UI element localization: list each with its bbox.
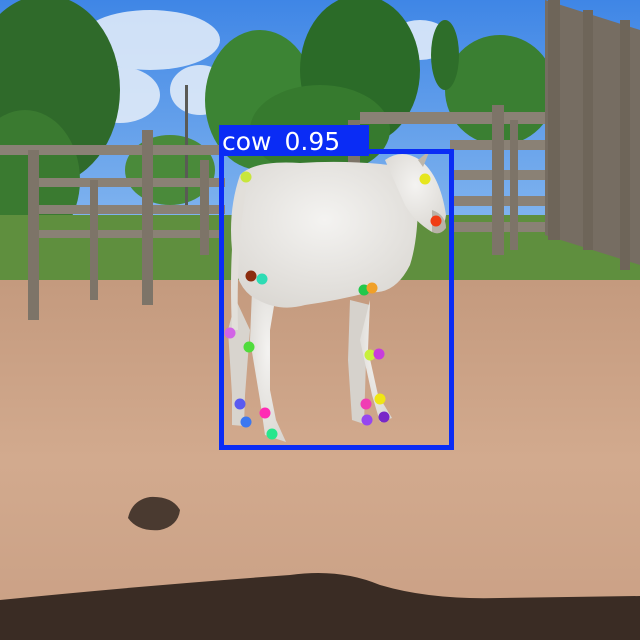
keypoints <box>224 171 442 440</box>
keypoint-horn-tip-right <box>419 173 431 185</box>
keypoint-rear-fetlock-right <box>259 407 271 419</box>
keypoint-hip-left <box>245 270 257 282</box>
keypoint-rear-hoof-right <box>266 428 278 440</box>
keypoint-shoulder-right <box>366 282 378 294</box>
keypoint-front-hoof-left <box>361 414 373 426</box>
dung-pile <box>128 496 180 531</box>
keypoint-horn-tip-left <box>240 171 252 183</box>
label-background <box>219 125 369 156</box>
class-name: cow <box>222 127 272 156</box>
cow-rear-leg-right <box>250 290 286 442</box>
cow-front-leg-right <box>360 300 392 422</box>
keypoint-front-fetlock-left <box>360 398 372 410</box>
ground-shadow <box>0 572 640 640</box>
cow-tail <box>231 185 246 330</box>
keypoint-front-fetlock-right <box>374 393 386 405</box>
keypoint-knee-right <box>373 348 385 360</box>
wooden-fence-left <box>0 130 230 320</box>
keypoint-front-hoof-right <box>378 411 390 423</box>
cow-body <box>231 161 418 308</box>
cow-horn <box>418 150 430 167</box>
keypoint-nose <box>430 215 442 227</box>
detection-0: cow 0.95 <box>219 125 454 450</box>
keypoint-stifle-left <box>243 341 255 353</box>
keypoint-rear-fetlock-left <box>234 398 246 410</box>
cow-head <box>385 154 446 232</box>
cow <box>228 150 446 442</box>
confidence-score: 0.95 <box>285 127 341 156</box>
keypoint-rear-hoof-left <box>240 416 252 428</box>
keypoint-hip-right <box>256 273 268 285</box>
keypoint-knee-left <box>364 349 376 361</box>
keypoint-hock-left <box>224 327 236 339</box>
detection-label: cow 0.95 <box>222 127 340 156</box>
